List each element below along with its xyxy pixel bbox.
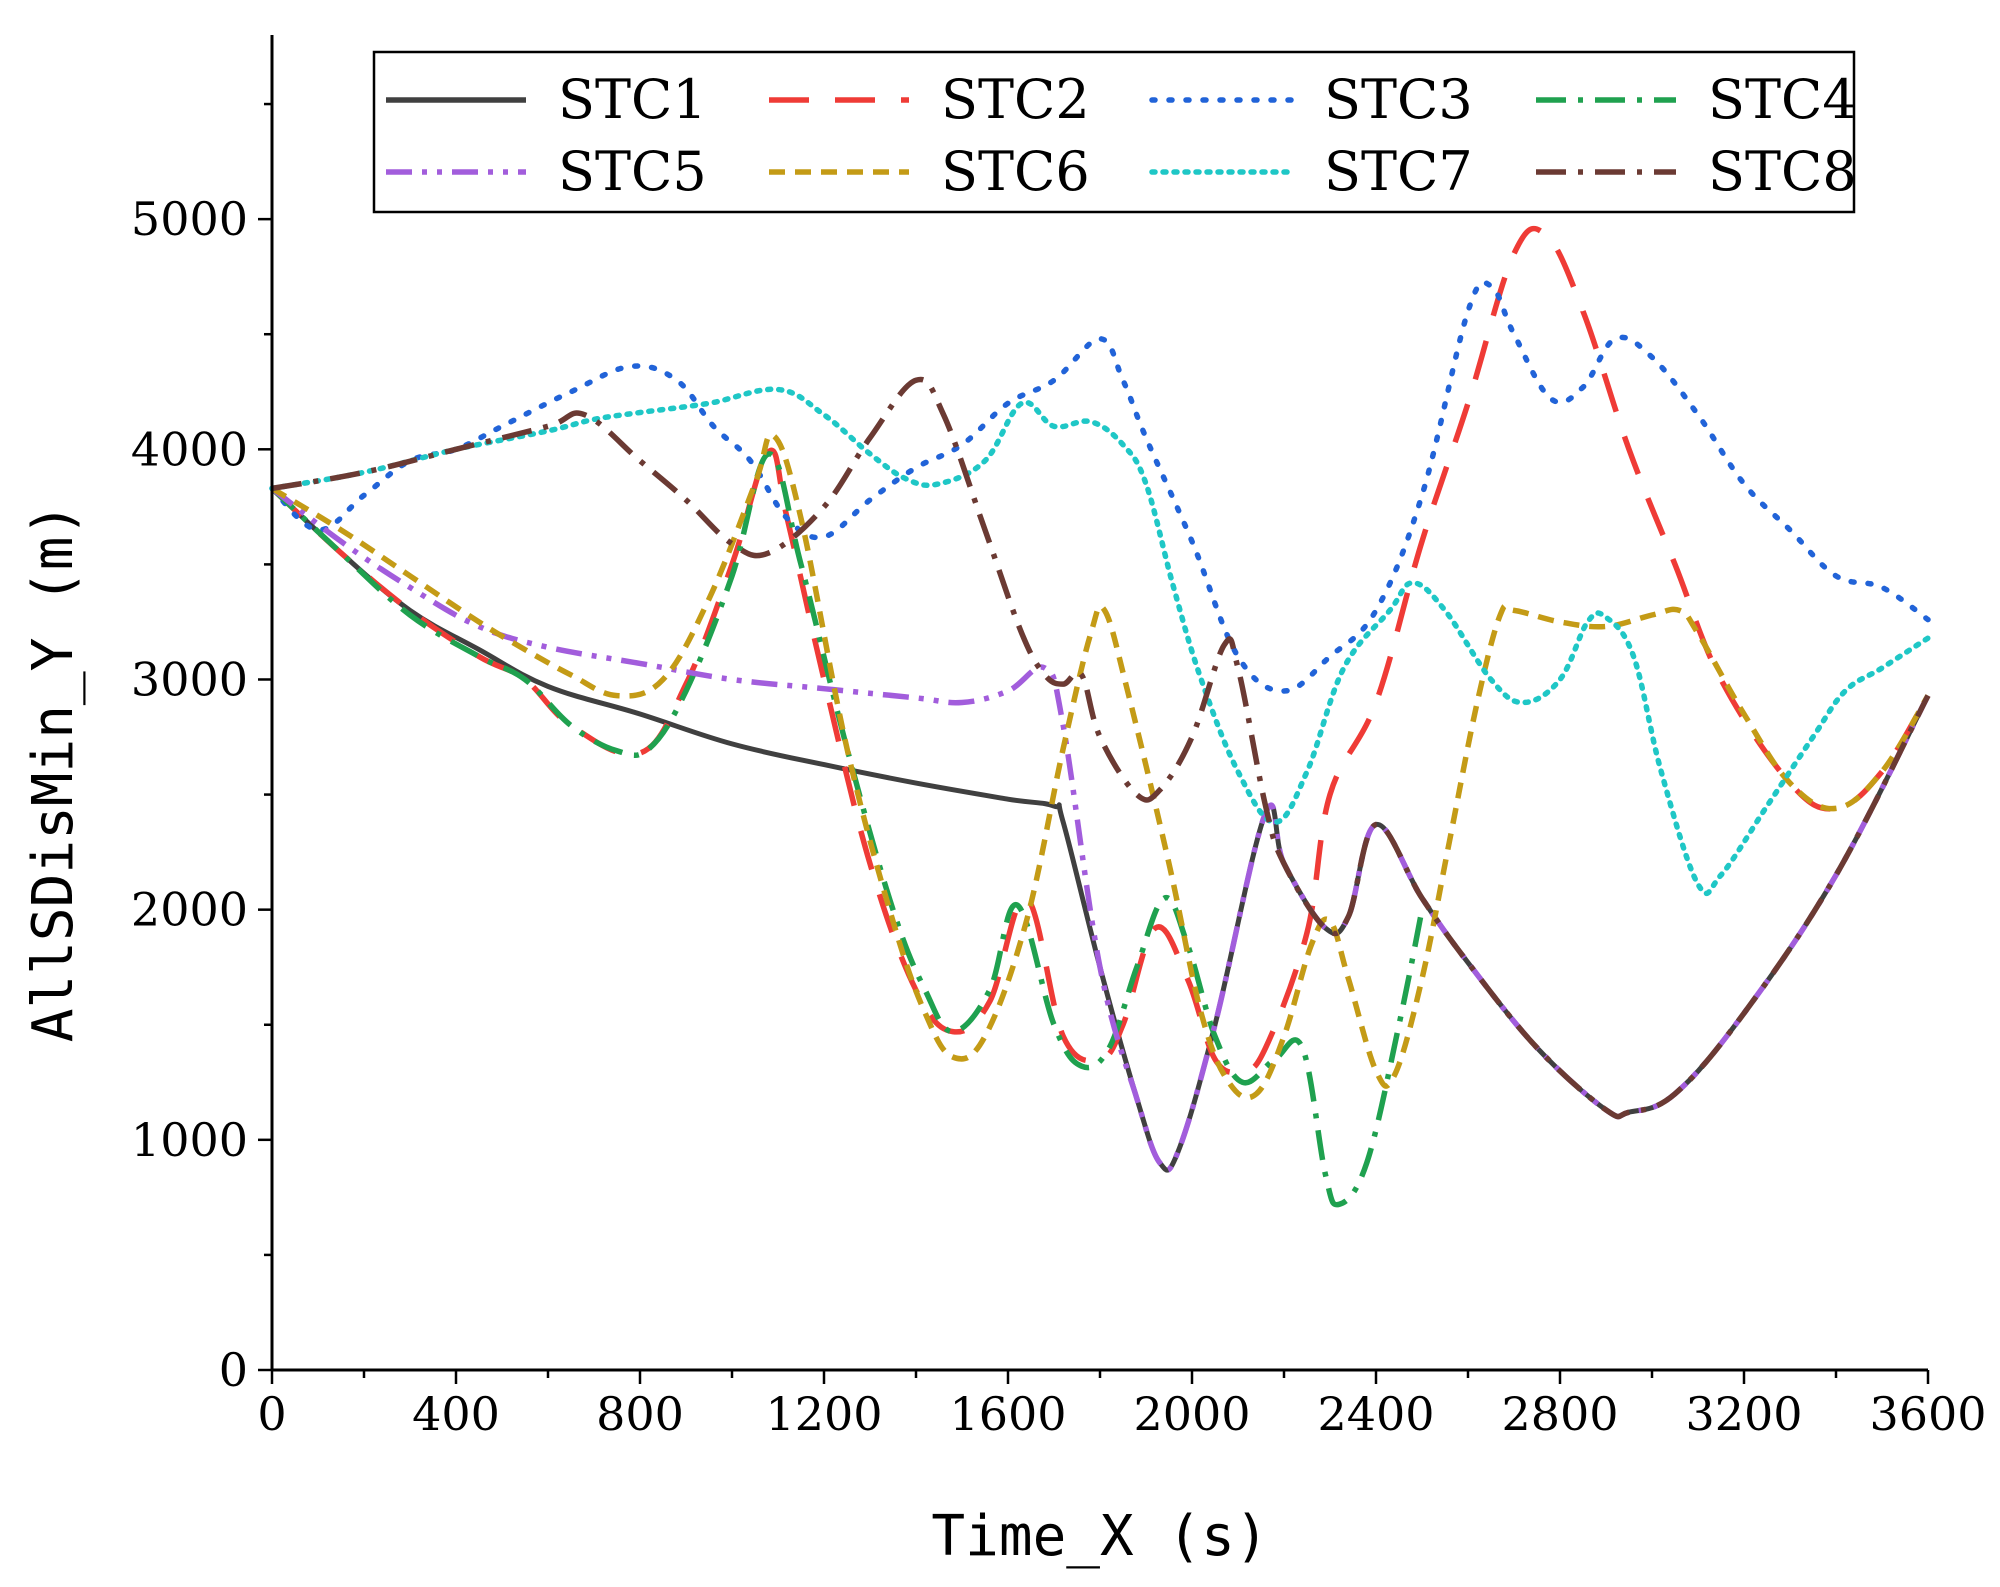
x-tick-label: 2800: [1501, 1387, 1618, 1441]
legend-label-stc4: STC4: [1708, 68, 1857, 131]
legend-label-stc5: STC5: [558, 140, 707, 203]
y-axis-title: AllSDisMin_Y (m): [21, 503, 86, 1042]
y-tick-label: 4000: [131, 422, 248, 476]
legend: STC1 STC2 STC3 STC4 STC5 STC6 STC7 STC8: [372, 50, 1857, 214]
x-tick-label: 400: [412, 1387, 500, 1441]
legend-box: [372, 50, 1856, 214]
series-line-stc3: [269, 279, 1931, 694]
x-tick-label: 1600: [949, 1387, 1066, 1441]
y-tick-label: 5000: [131, 192, 248, 246]
series-lines: [269, 225, 1931, 1208]
series-line-stc2: [270, 225, 1931, 1076]
series-line-stc1: [270, 486, 1931, 1173]
y-tick-label: 2000: [131, 883, 248, 937]
axes: 0 400 800 1200 1600 2000 2400 2800 3200 3600 0 1000…: [131, 35, 1987, 1441]
x-tick-label: 800: [596, 1387, 684, 1441]
legend-label-stc7: STC7: [1324, 140, 1473, 203]
y-tick-label: 1000: [131, 1113, 248, 1167]
legend-label-stc2: STC2: [941, 68, 1090, 131]
y-tick-label: 0: [219, 1343, 248, 1397]
legend-label-stc1: STC1: [558, 68, 707, 131]
x-axis-title: Time_X (s): [931, 1504, 1268, 1569]
x-tick-label: 2000: [1133, 1387, 1250, 1441]
x-tick-label: 1200: [765, 1387, 882, 1441]
series-line-stc8: [271, 376, 1931, 1120]
legend-label-stc8: STC8: [1708, 140, 1857, 203]
legend-label-stc3: STC3: [1324, 68, 1473, 131]
series-line-stc4: [270, 451, 1425, 1208]
y-tick-label: 3000: [131, 652, 248, 706]
x-tick-label: 2400: [1317, 1387, 1434, 1441]
series-line-stc6: [270, 431, 1931, 1101]
series-line-stc5: [270, 486, 1931, 1173]
x-tick-label: 3200: [1685, 1387, 1802, 1441]
x-tick-label: 0: [257, 1387, 286, 1441]
legend-label-stc6: STC6: [941, 140, 1090, 203]
series-line-stc7: [269, 386, 1931, 897]
x-tick-label: 3600: [1869, 1387, 1986, 1441]
